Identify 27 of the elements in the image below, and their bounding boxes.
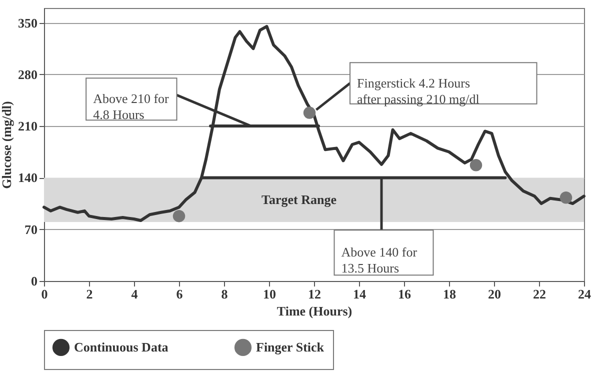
x-tick-label: 12 bbox=[308, 286, 321, 302]
y-tick-label: 140 bbox=[18, 170, 38, 186]
y-tick-label: 0 bbox=[31, 274, 38, 288]
x-tick-label: 20 bbox=[488, 286, 501, 302]
x-axis-title: Time (Hours) bbox=[276, 304, 352, 318]
x-tick-label: 10 bbox=[263, 286, 276, 302]
x-tick-label: 16 bbox=[398, 286, 412, 302]
x-tick-label: 0 bbox=[41, 286, 48, 302]
annotation: Fingerstick 4.2 Hours after passing 210 mg/dl bbox=[357, 75, 480, 106]
x-tick-label: 24 bbox=[578, 286, 592, 302]
legend-label: Continuous Data bbox=[74, 339, 169, 354]
y-tick-label: 210 bbox=[18, 118, 38, 134]
y-axis-title: Glucose (mg/dl) bbox=[0, 101, 14, 189]
x-tick-label: 18 bbox=[443, 286, 456, 302]
x-tick-label: 2 bbox=[86, 286, 93, 302]
band-label: Target Range bbox=[262, 192, 337, 207]
x-tick-label: 6 bbox=[176, 286, 184, 302]
x-tick-label: 14 bbox=[353, 286, 366, 302]
x-tick-label: 4 bbox=[131, 286, 138, 302]
y-tick-label: 280 bbox=[18, 66, 38, 82]
y-tick-label: 70 bbox=[24, 222, 38, 237]
x-tick-label: 8 bbox=[221, 286, 228, 302]
legend-label: Finger Stick bbox=[256, 339, 325, 354]
y-tick-label: 350 bbox=[18, 15, 38, 30]
x-tick-label: 22 bbox=[533, 286, 546, 302]
annotation: Above 140 for 13.5 Hours bbox=[341, 244, 418, 276]
annotation: Above 210 for 4.8 Hours bbox=[93, 91, 170, 122]
